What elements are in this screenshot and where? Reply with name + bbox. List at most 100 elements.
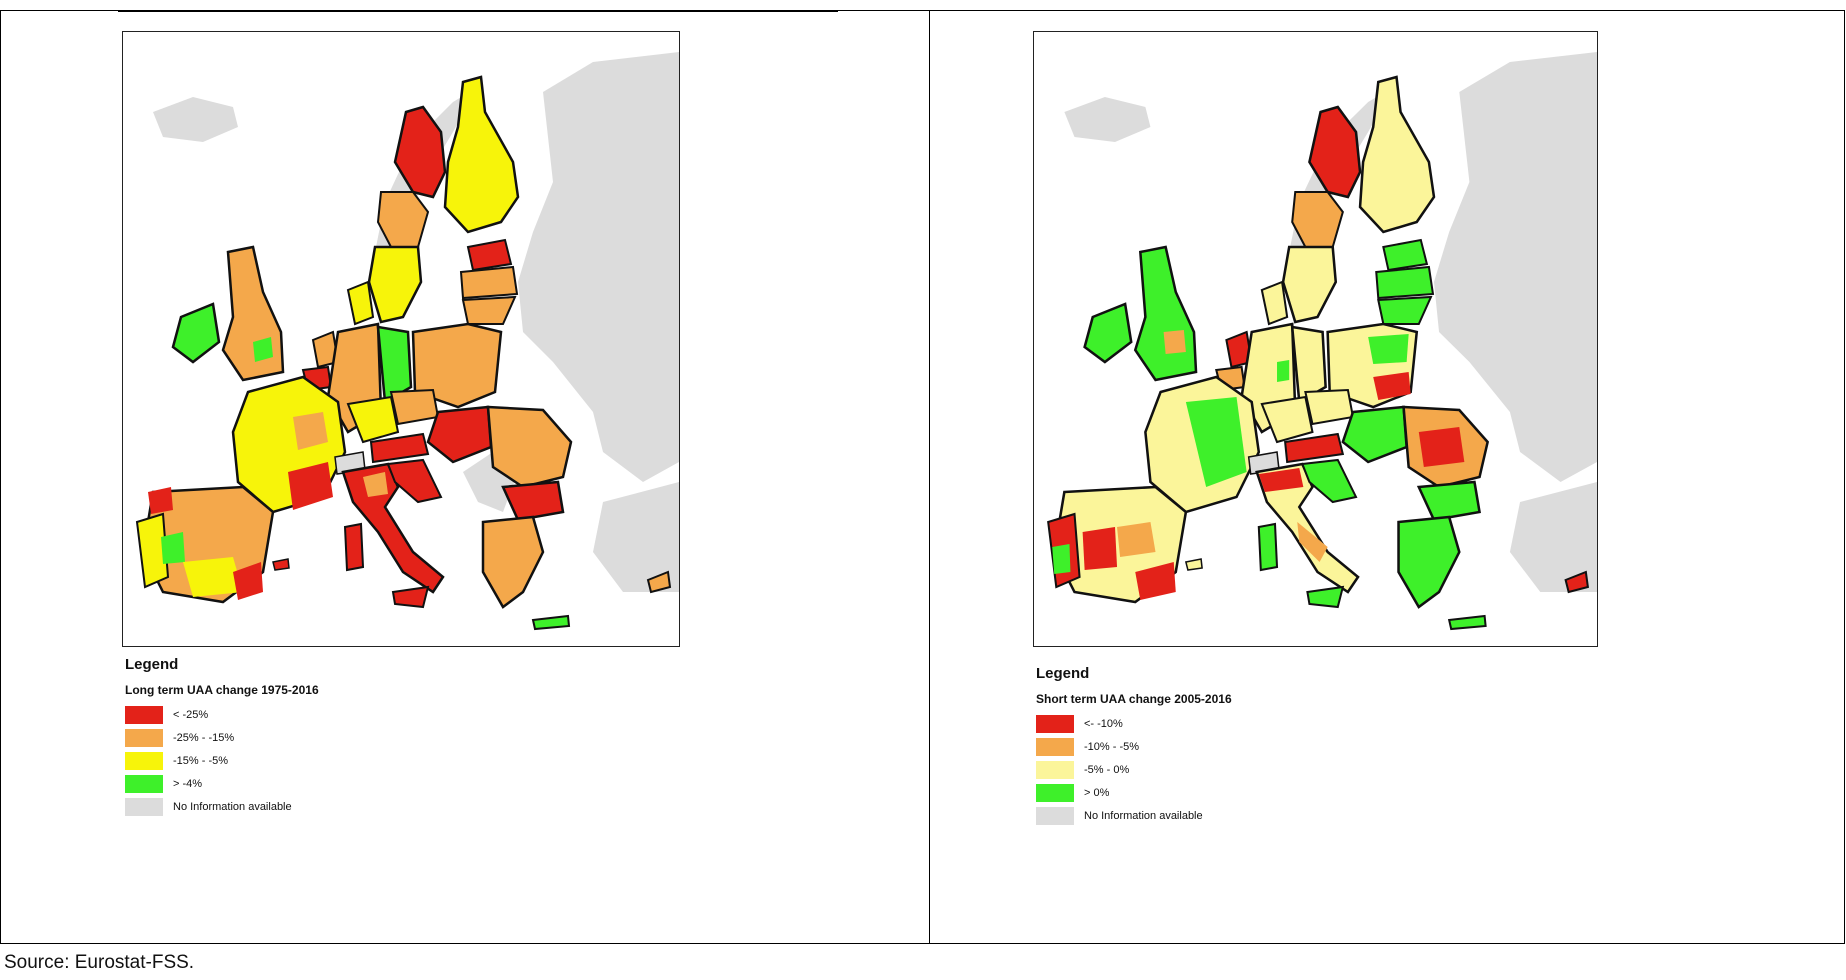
legend-item: -5% - 0%	[1036, 758, 1232, 781]
region-italy-red	[1258, 468, 1304, 492]
region-germany-east	[1290, 325, 1327, 405]
legend-label: > 0%	[1084, 786, 1110, 799]
no-info-region-iceland	[153, 97, 238, 142]
legend-title: Legend	[125, 656, 179, 673]
region-crete	[531, 614, 571, 631]
legend-subtitle: Long term UAA change 1975-2016	[125, 683, 319, 697]
region-bulgaria	[501, 480, 565, 522]
long-term-legend: Legend Long term UAA change 1975-2016 < …	[125, 656, 319, 818]
region-estonia	[466, 238, 513, 272]
region-sweden-north	[393, 105, 447, 199]
region-uk	[221, 245, 285, 382]
region-germany-east	[376, 325, 413, 405]
region-sweden-south	[367, 245, 423, 324]
region-denmark	[1260, 280, 1289, 326]
legend-swatch	[125, 797, 163, 816]
region-austria	[369, 432, 430, 464]
region-latvia	[1375, 265, 1435, 300]
region-romania-red	[1418, 427, 1465, 467]
region-uk-green	[253, 337, 273, 362]
region-spain-green	[161, 532, 185, 564]
region-lithuania	[461, 295, 517, 325]
legend-item: No Information available	[1036, 804, 1232, 827]
region-finland	[1358, 75, 1436, 234]
legend-item: -25% - -15%	[125, 726, 319, 749]
legend-swatch	[1036, 714, 1074, 733]
right-panel: Legend Short term UAA change 2005-2016 <…	[929, 10, 1845, 944]
legend-label: <- -10%	[1084, 717, 1123, 730]
region-bulgaria	[1416, 480, 1481, 522]
region-latvia	[459, 265, 519, 300]
region-italy-orange	[1297, 522, 1328, 562]
region-sardinia	[1257, 522, 1279, 572]
region-sardinia	[343, 522, 365, 572]
region-poland-green	[1368, 334, 1409, 364]
legend-swatch	[1036, 737, 1074, 756]
legend-subtitle: Short term UAA change 2005-2016	[1036, 692, 1232, 706]
region-portugal	[135, 512, 170, 589]
region-germany-green	[1277, 360, 1290, 382]
no-info-region-russia	[1433, 52, 1597, 482]
region-portugal-green	[1052, 544, 1071, 574]
legend-label: No Information available	[1084, 809, 1203, 822]
region-spain-red-nw	[148, 487, 173, 514]
legend-swatch	[1036, 783, 1074, 802]
region-cyprus	[646, 570, 672, 594]
region-sicily	[391, 585, 430, 609]
region-germany-south	[1260, 395, 1314, 444]
region-sweden-north	[1308, 105, 1362, 199]
no-info-region-turkey	[1509, 482, 1597, 592]
region-spain-red-s	[1135, 562, 1176, 600]
region-hungary	[1341, 405, 1408, 464]
region-cyprus	[1564, 570, 1590, 594]
region-spain-red-se	[233, 562, 263, 600]
region-italy-orange	[363, 472, 388, 497]
legend-item: > 0%	[1036, 781, 1232, 804]
region-estonia	[1382, 238, 1429, 272]
region-spain-orange	[1117, 522, 1156, 557]
legend-item: <- -10%	[1036, 712, 1232, 735]
region-crete	[1447, 614, 1487, 631]
region-croatia	[386, 458, 443, 504]
source-note: Source: Eurostat-FSS.	[4, 952, 195, 973]
legend-item: No Information available	[125, 795, 319, 818]
legend-label: -15% - -5%	[173, 754, 229, 767]
region-france-mid	[293, 412, 328, 450]
region-uk-orange	[1163, 330, 1186, 354]
region-romania	[486, 405, 573, 489]
legend-label: -5% - 0%	[1084, 763, 1130, 776]
region-austria	[1284, 432, 1345, 464]
legend-item: < -25%	[125, 703, 319, 726]
legend-swatch	[125, 728, 163, 747]
region-balearics	[1184, 558, 1203, 571]
long-term-map-svg	[135, 52, 679, 631]
region-sweden-south	[1281, 245, 1338, 324]
region-spain-red	[1082, 527, 1118, 570]
legend-label: -25% - -15%	[173, 731, 235, 744]
legend-label: < -25%	[173, 708, 209, 721]
legend-swatch	[125, 705, 163, 724]
no-info-region-turkey	[593, 482, 679, 592]
region-greece	[1397, 515, 1461, 609]
no-info-region-iceland	[1064, 97, 1151, 142]
no-info-region-russia	[518, 52, 679, 482]
legend-label: -10% - -5%	[1084, 740, 1140, 753]
legend-title: Legend	[1036, 665, 1090, 682]
short-term-map	[1033, 31, 1598, 647]
legend-item: -10% - -5%	[1036, 735, 1232, 758]
short-term-map-svg	[1047, 52, 1597, 631]
region-czechia	[389, 388, 440, 426]
legend-item: > -4%	[125, 772, 319, 795]
legend-label: > -4%	[173, 777, 203, 790]
region-poland-red	[1373, 372, 1411, 400]
region-greece	[481, 515, 545, 609]
legend-swatch	[1036, 760, 1074, 779]
legend-item: -15% - -5%	[125, 749, 319, 772]
legend-swatch	[1036, 806, 1074, 825]
region-sicily	[1306, 585, 1345, 609]
short-term-legend: Legend Short term UAA change 2005-2016 <…	[1036, 665, 1232, 827]
region-spain-yellow	[183, 557, 243, 597]
region-croatia	[1300, 458, 1358, 504]
top-rule	[118, 10, 838, 12]
long-term-map	[122, 31, 680, 647]
